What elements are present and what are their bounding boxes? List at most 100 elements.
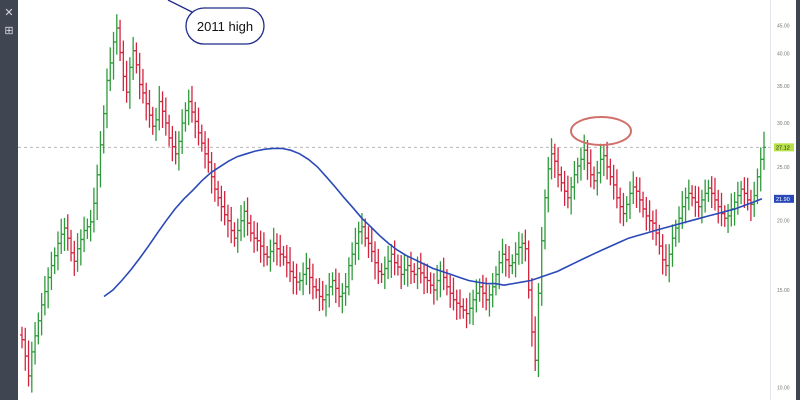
price-bar bbox=[281, 245, 286, 266]
price-bar bbox=[745, 177, 750, 211]
price-bar bbox=[758, 147, 763, 192]
price-bar bbox=[297, 272, 302, 291]
price-bar bbox=[314, 278, 319, 299]
price-bar bbox=[248, 214, 253, 242]
price-bar bbox=[288, 247, 293, 283]
price-bar bbox=[134, 42, 139, 74]
price-bar bbox=[379, 263, 384, 284]
price-bar bbox=[91, 187, 96, 233]
price-bar bbox=[474, 279, 479, 313]
price-bar bbox=[572, 160, 577, 200]
price-bar bbox=[575, 157, 580, 184]
price-bar bbox=[742, 177, 747, 209]
price-bar bbox=[186, 89, 191, 126]
price-bar bbox=[405, 255, 410, 287]
ma-price-tag bbox=[774, 194, 794, 203]
price-bar bbox=[26, 340, 31, 387]
price-bar bbox=[418, 252, 423, 284]
price-bar bbox=[644, 196, 649, 231]
price-bar bbox=[219, 185, 224, 222]
moving-average-line bbox=[103, 147, 763, 298]
y-tick-label: 30.00 bbox=[777, 121, 790, 127]
price-bar bbox=[601, 145, 606, 177]
price-bar bbox=[167, 114, 172, 147]
price-bar bbox=[637, 177, 642, 213]
price-bar bbox=[719, 192, 724, 227]
price-bar bbox=[150, 106, 155, 135]
price-bar bbox=[265, 245, 270, 266]
price-bar bbox=[422, 262, 427, 295]
price-bar bbox=[631, 171, 636, 204]
price-bar bbox=[104, 68, 109, 129]
price-bar bbox=[513, 242, 518, 278]
price-bar bbox=[235, 218, 240, 253]
price-bar bbox=[690, 185, 695, 207]
price-bar bbox=[748, 189, 753, 222]
price-bar bbox=[278, 234, 283, 267]
price-bar bbox=[343, 272, 348, 306]
price-bar bbox=[533, 316, 538, 371]
price-bar bbox=[55, 231, 60, 271]
callout-2011-high: 2011 high bbox=[167, 0, 265, 45]
price-bar bbox=[523, 229, 528, 262]
price-bar bbox=[108, 47, 113, 92]
price-bar bbox=[663, 244, 668, 277]
left-toolbar: ✕ ⊞ bbox=[0, 0, 18, 400]
callout-bubble bbox=[185, 7, 265, 45]
price-bar bbox=[193, 101, 198, 139]
price-bar bbox=[686, 179, 691, 211]
price-bar bbox=[294, 263, 299, 295]
price-bar bbox=[23, 327, 28, 371]
price-bar bbox=[588, 149, 593, 188]
price-bar bbox=[203, 131, 208, 169]
price-bar bbox=[111, 31, 116, 80]
crosshair-icon[interactable]: ✕ bbox=[4, 7, 14, 19]
price-bar bbox=[539, 226, 544, 306]
price-bar bbox=[72, 240, 77, 276]
price-bar bbox=[333, 268, 338, 304]
price-bar bbox=[520, 233, 525, 265]
price-bar bbox=[431, 273, 436, 305]
price-bar bbox=[693, 185, 698, 217]
price-bar bbox=[373, 241, 378, 280]
price-bar bbox=[399, 255, 404, 290]
price-bar bbox=[29, 341, 34, 393]
price-bar bbox=[114, 14, 119, 55]
price-bar bbox=[608, 158, 613, 186]
chart-plot-area[interactable]: 2011 high bbox=[18, 0, 770, 400]
price-bar bbox=[88, 209, 93, 242]
price-bar bbox=[382, 256, 387, 290]
price-bar bbox=[323, 284, 328, 317]
callout-pointer bbox=[167, 0, 197, 15]
price-bar bbox=[82, 216, 87, 253]
price-bar bbox=[458, 289, 463, 320]
y-tick-label: 35.00 bbox=[777, 84, 790, 90]
price-bar bbox=[39, 292, 44, 336]
price-bar bbox=[268, 239, 273, 272]
price-bar bbox=[454, 289, 459, 320]
price-bar bbox=[75, 233, 80, 272]
price-bar bbox=[712, 177, 717, 211]
price-chart: 2011 high bbox=[18, 0, 770, 393]
price-bar bbox=[216, 180, 221, 207]
price-bar bbox=[118, 19, 123, 62]
price-bar bbox=[634, 176, 639, 208]
price-bar bbox=[650, 210, 655, 240]
price-bar bbox=[176, 131, 181, 171]
price-bar bbox=[667, 244, 672, 283]
price-bar bbox=[412, 263, 417, 284]
price-bar bbox=[641, 191, 646, 218]
price-bar bbox=[507, 246, 512, 279]
price-bar bbox=[95, 164, 100, 220]
price-bar bbox=[542, 189, 547, 250]
layout-grid-icon[interactable]: ⊞ bbox=[4, 25, 14, 37]
price-bar bbox=[310, 263, 315, 300]
price-bar bbox=[529, 278, 534, 347]
price-bar bbox=[585, 140, 590, 180]
price-bar bbox=[124, 60, 129, 103]
price-bar bbox=[536, 283, 541, 378]
price-bar bbox=[562, 170, 567, 206]
price-bar bbox=[670, 224, 675, 267]
price-bar bbox=[337, 272, 342, 308]
